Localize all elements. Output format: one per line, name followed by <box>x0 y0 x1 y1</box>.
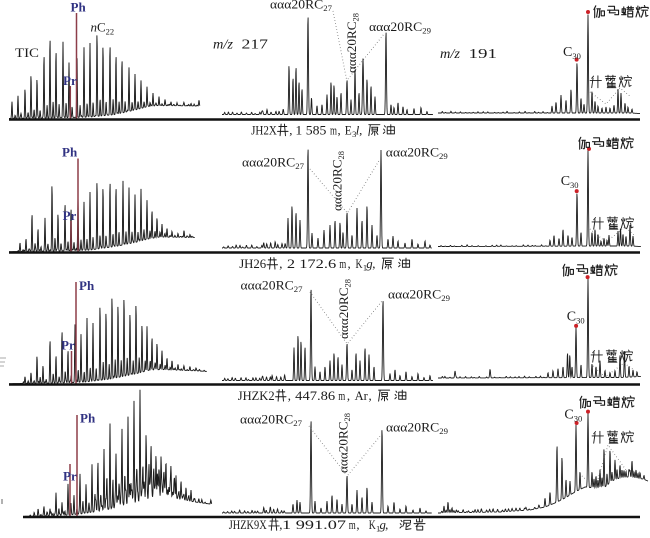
svg-text:447.86: 447.86 <box>295 389 336 403</box>
svg-text:,: , <box>348 257 351 271</box>
svg-text:,: , <box>347 389 350 403</box>
svg-text:ααα20RC28: ααα20RC28 <box>337 279 353 339</box>
svg-text:Ph: Ph <box>71 0 87 15</box>
svg-text:Pr: Pr <box>63 208 77 223</box>
svg-text:191: 191 <box>469 46 498 61</box>
svg-text:ααα20RC28: ααα20RC28 <box>331 151 347 211</box>
svg-text:m/z: m/z <box>213 37 234 52</box>
svg-text:,: , <box>288 389 291 403</box>
svg-text:Ph: Ph <box>62 145 78 160</box>
svg-text:g: g <box>380 518 387 532</box>
svg-text:,: , <box>369 389 372 403</box>
svg-text:2 172.6: 2 172.6 <box>287 257 337 271</box>
svg-text:K: K <box>369 518 377 532</box>
svg-text:m: m <box>330 123 337 137</box>
svg-text:JHZK9X: JHZK9X <box>229 518 268 532</box>
svg-text:m: m <box>349 518 356 532</box>
svg-text:1 991.07: 1 991.07 <box>282 518 347 532</box>
svg-text:JHZK2: JHZK2 <box>238 389 275 403</box>
svg-text:,: , <box>279 518 282 532</box>
svg-text:,: , <box>372 257 375 271</box>
svg-text:g: g <box>366 257 373 271</box>
svg-text:l: l <box>356 123 360 137</box>
svg-text:,: , <box>279 257 282 271</box>
svg-text:ααα20RC28: ααα20RC28 <box>345 13 361 73</box>
svg-text:1: 1 <box>376 524 380 534</box>
svg-text:Pr: Pr <box>61 338 75 353</box>
svg-text:E: E <box>345 123 352 137</box>
svg-text:,: , <box>338 123 341 137</box>
svg-text:K: K <box>356 257 364 271</box>
svg-text:Ph: Ph <box>80 411 96 426</box>
svg-text:Pr: Pr <box>63 469 77 484</box>
svg-text:m: m <box>339 257 346 271</box>
svg-text:217: 217 <box>242 37 269 52</box>
svg-text:m/z: m/z <box>440 46 461 61</box>
svg-text:3: 3 <box>352 129 356 139</box>
svg-text:ααα20RC28: ααα20RC28 <box>337 413 353 473</box>
svg-text:1 585: 1 585 <box>295 123 326 137</box>
svg-text:,: , <box>289 123 292 137</box>
svg-text:JH2X: JH2X <box>251 123 277 137</box>
svg-text:,: , <box>356 518 359 532</box>
svg-text:1: 1 <box>363 262 367 272</box>
svg-text:Ph: Ph <box>79 278 95 293</box>
svg-text:,: , <box>359 123 362 137</box>
svg-text:TIC: TIC <box>15 45 39 60</box>
svg-text:m: m <box>338 389 345 403</box>
svg-text:Pr: Pr <box>63 73 77 88</box>
svg-text:,: , <box>385 518 388 532</box>
svg-text:Ar: Ar <box>355 389 369 403</box>
svg-text:JH26: JH26 <box>239 257 267 271</box>
